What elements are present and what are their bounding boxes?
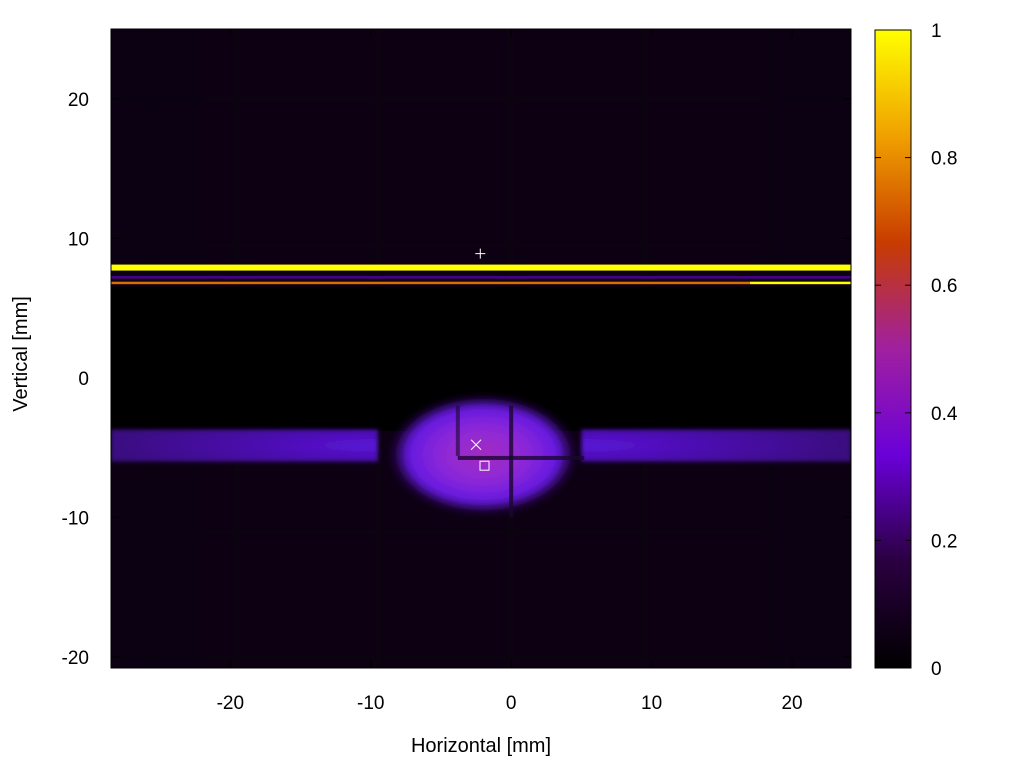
plot-frame <box>110 28 852 669</box>
beam-wing-left <box>111 429 378 462</box>
x-tick-label: -10 <box>357 693 384 714</box>
colorbar-tick-label: 0.6 <box>931 276 957 297</box>
y-tick-label: -10 <box>62 508 89 529</box>
beam-spot <box>111 394 851 518</box>
position-markers <box>470 248 490 471</box>
colorbar: 0 0.2 0.4 0.6 0.8 1 <box>874 21 958 680</box>
heatmap-plot-area <box>111 29 851 668</box>
y-tick-label: -20 <box>62 648 89 669</box>
x-tick-label: 20 <box>781 693 802 714</box>
colorbar-ticks: 0 0.2 0.4 0.6 0.8 1 <box>875 21 958 680</box>
x-axis-title: Horizontal [mm] <box>411 735 551 757</box>
mesh-line-horizontal <box>111 96 851 101</box>
y-tick-label: 20 <box>68 90 89 111</box>
bright-line <box>111 264 851 271</box>
plus-marker <box>475 248 486 259</box>
colorbar-tick-label: 0.4 <box>931 404 958 425</box>
beam-gap-vertical <box>455 405 460 456</box>
beam-gap-horizontal <box>457 455 585 460</box>
mesh-line-horizontal <box>111 529 851 534</box>
axis-ticks: -20 -10 0 10 20 -20 -10 0 10 20 <box>62 29 851 714</box>
x-tick-label: 0 <box>506 693 517 714</box>
bright-line <box>749 281 851 285</box>
cross-marker <box>470 439 482 451</box>
colorbar-tick-label: 0.2 <box>931 531 957 552</box>
beam-core <box>388 394 579 515</box>
y-tick-label: 0 <box>78 369 89 390</box>
y-axis-title: Vertical [mm] <box>10 296 32 412</box>
colorbar-gradient <box>874 29 912 669</box>
bright-line <box>111 276 851 279</box>
colorbar-tick-label: 0.8 <box>931 149 957 170</box>
beam-gap-vertical <box>509 405 514 518</box>
square-marker <box>479 460 490 471</box>
beam-wing-right <box>581 429 851 462</box>
colorbar-tick-label: 1 <box>931 21 942 42</box>
x-tick-label: 10 <box>641 693 662 714</box>
y-tick-label: 10 <box>68 229 89 250</box>
bright-horizontal-lines <box>111 264 851 285</box>
bright-line <box>111 281 750 285</box>
colorbar-tick-label: 0 <box>931 659 942 680</box>
mesh-line-horizontal <box>111 243 851 248</box>
mesh-line-horizontal <box>111 654 851 659</box>
x-tick-label: -20 <box>217 693 244 714</box>
